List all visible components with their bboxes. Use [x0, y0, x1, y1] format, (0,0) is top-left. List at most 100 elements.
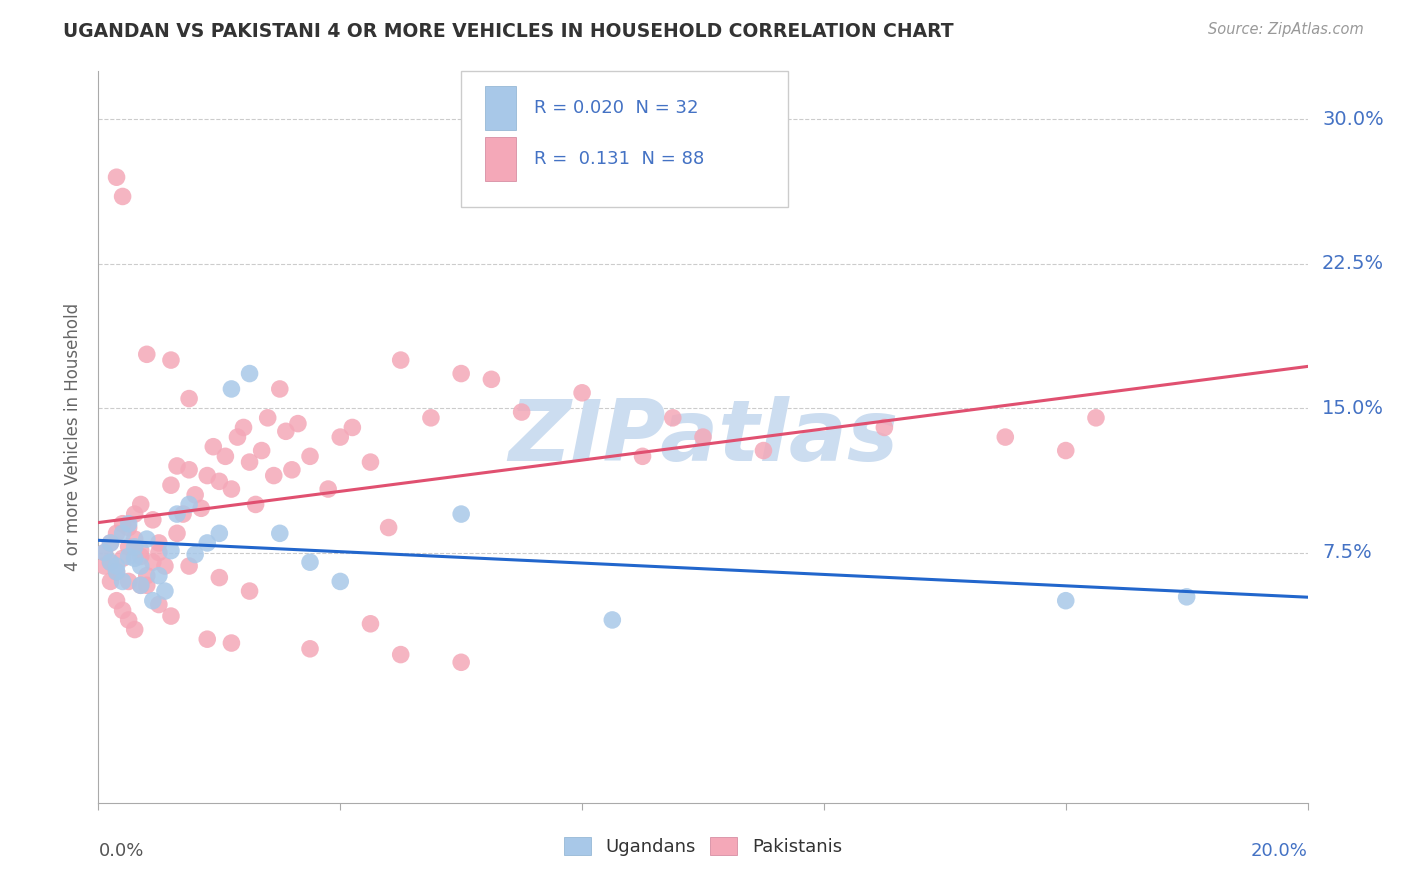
Point — [166, 526, 188, 541]
Point — [179, 392, 201, 406]
Point — [274, 425, 297, 439]
Point — [202, 440, 225, 454]
Point — [1054, 443, 1077, 458]
Point — [631, 450, 654, 464]
Point — [118, 574, 141, 589]
Text: ZIPatlas: ZIPatlas — [508, 395, 898, 479]
Point — [111, 189, 134, 203]
Text: R =  0.131  N = 88: R = 0.131 N = 88 — [534, 150, 704, 168]
Point — [250, 443, 273, 458]
Point — [360, 455, 382, 469]
Point — [111, 526, 134, 541]
Text: 0.0%: 0.0% — [98, 842, 143, 860]
Point — [129, 498, 152, 512]
Point — [129, 543, 152, 558]
Text: 30.0%: 30.0% — [1322, 110, 1384, 129]
Point — [148, 536, 170, 550]
Point — [208, 475, 231, 489]
Point — [93, 559, 115, 574]
Point — [148, 598, 170, 612]
Point — [105, 559, 128, 574]
Point — [100, 536, 122, 550]
Point — [124, 551, 146, 566]
Point — [221, 482, 243, 496]
Point — [166, 507, 188, 521]
Point — [208, 526, 231, 541]
Point — [160, 478, 183, 492]
Point — [142, 555, 165, 569]
Point — [214, 450, 236, 464]
Point — [129, 578, 152, 592]
Point — [420, 410, 443, 425]
Y-axis label: 4 or more Vehicles in Household: 4 or more Vehicles in Household — [65, 303, 83, 571]
Point — [1175, 590, 1198, 604]
Point — [226, 430, 249, 444]
Point — [389, 648, 412, 662]
Point — [1054, 593, 1077, 607]
Point — [329, 430, 352, 444]
Point — [93, 545, 115, 559]
Point — [129, 578, 152, 592]
Text: 15.0%: 15.0% — [1322, 399, 1384, 417]
Point — [571, 385, 593, 400]
Point — [256, 410, 278, 425]
Text: R = 0.020  N = 32: R = 0.020 N = 32 — [534, 99, 699, 117]
Point — [281, 463, 304, 477]
Text: Source: ZipAtlas.com: Source: ZipAtlas.com — [1208, 22, 1364, 37]
Point — [111, 603, 134, 617]
Point — [135, 347, 157, 361]
Point — [329, 574, 352, 589]
Point — [148, 568, 170, 582]
Point — [245, 498, 267, 512]
Point — [153, 559, 176, 574]
Point — [299, 450, 322, 464]
Point — [124, 532, 146, 546]
Point — [118, 520, 141, 534]
Point — [118, 516, 141, 531]
Point — [692, 430, 714, 444]
Point — [1085, 410, 1108, 425]
Point — [105, 170, 128, 185]
Point — [129, 559, 152, 574]
Point — [481, 372, 503, 386]
Point — [142, 593, 165, 607]
Point — [124, 623, 146, 637]
Text: 20.0%: 20.0% — [1251, 842, 1308, 860]
Point — [602, 613, 624, 627]
Point — [195, 468, 218, 483]
FancyBboxPatch shape — [485, 86, 516, 130]
Point — [166, 458, 188, 473]
Point — [184, 548, 207, 562]
Point — [105, 565, 128, 579]
Point — [195, 632, 218, 647]
Point — [287, 417, 309, 431]
Point — [111, 516, 134, 531]
Point — [377, 520, 399, 534]
Point — [299, 555, 322, 569]
Point — [263, 468, 285, 483]
Point — [299, 641, 322, 656]
Point — [873, 420, 896, 434]
Point — [118, 613, 141, 627]
Point — [389, 353, 412, 368]
Point — [100, 555, 122, 569]
Point — [342, 420, 364, 434]
Point — [239, 584, 262, 599]
Point — [450, 367, 472, 381]
Point — [100, 536, 122, 550]
Point — [124, 507, 146, 521]
Point — [100, 574, 122, 589]
FancyBboxPatch shape — [461, 71, 787, 207]
Point — [160, 543, 183, 558]
Point — [994, 430, 1017, 444]
Point — [111, 574, 134, 589]
Point — [93, 545, 115, 559]
Point — [100, 555, 122, 569]
Point — [129, 549, 152, 564]
Text: 22.5%: 22.5% — [1322, 254, 1385, 273]
Point — [269, 526, 291, 541]
FancyBboxPatch shape — [485, 137, 516, 181]
Point — [160, 609, 183, 624]
Point — [450, 655, 472, 669]
Point — [661, 410, 683, 425]
